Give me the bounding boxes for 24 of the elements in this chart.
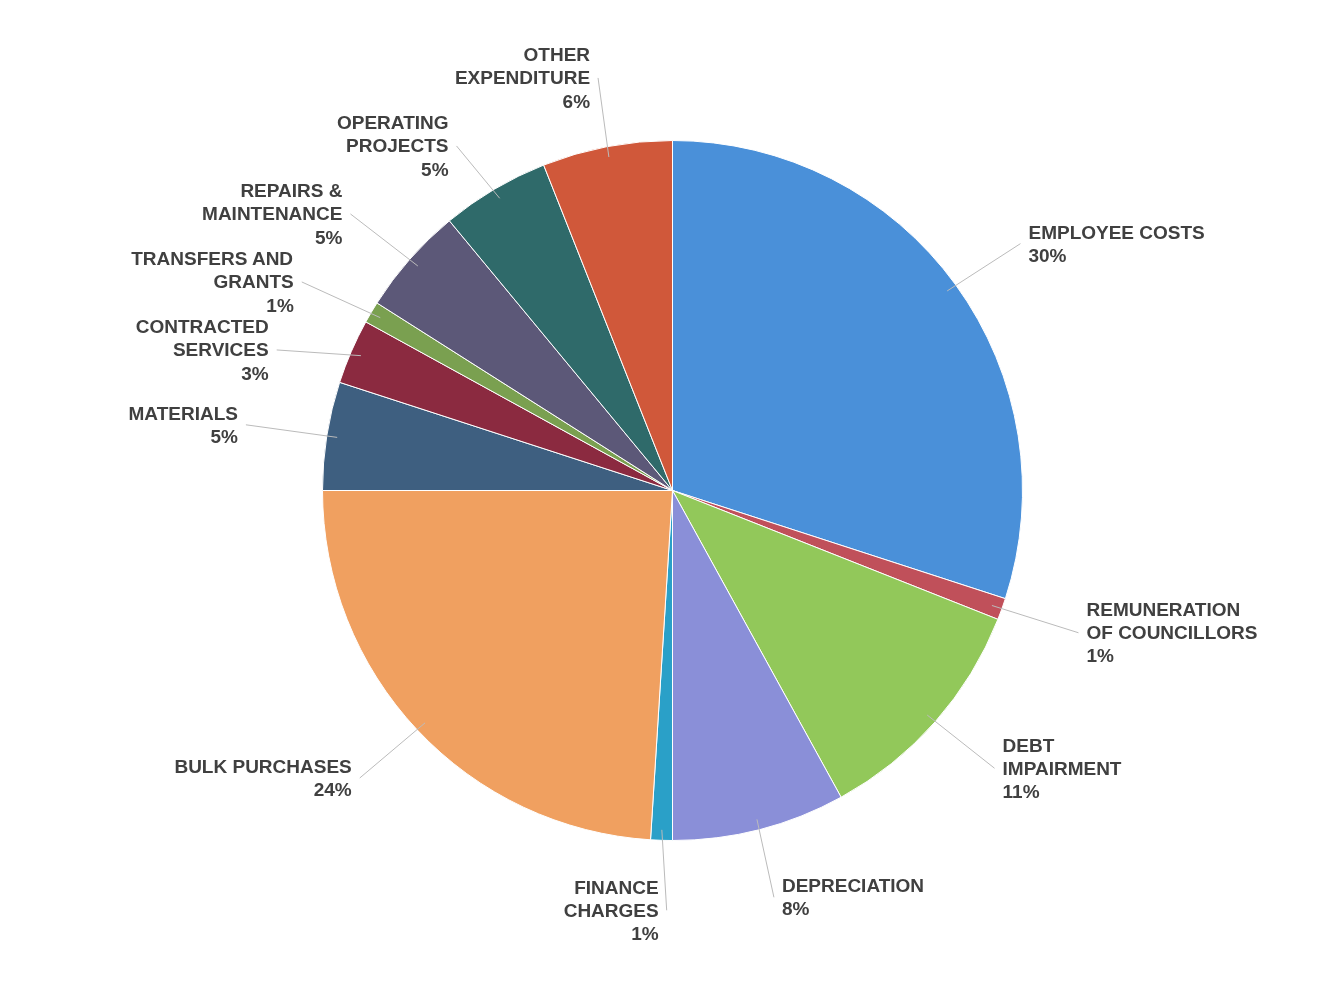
data-label: 5% xyxy=(421,158,449,180)
slice-label: OTHER EXPENDITURE xyxy=(454,44,591,89)
data-label: 6% xyxy=(562,90,591,112)
slice-label: DEPRECIATION xyxy=(781,875,925,897)
slice-label: FINANCE CHARGES xyxy=(563,876,659,921)
data-label: 3% xyxy=(241,362,269,384)
slice-label: OPERATING PROJECTS xyxy=(336,112,449,157)
data-label: 11% xyxy=(1002,780,1040,802)
slice-label: EMPLOYEE COSTS xyxy=(1028,221,1205,243)
data-label: 1% xyxy=(266,294,294,316)
slice-label: TRANSFERS AND GRANTS xyxy=(131,248,294,293)
data-label: 1% xyxy=(1086,645,1115,667)
data-label: 30% xyxy=(1028,244,1067,266)
data-label: 5% xyxy=(314,226,343,248)
slice-label: DEBT IMPAIRMENT xyxy=(1002,734,1122,779)
data-label: 1% xyxy=(631,922,659,944)
data-label: 8% xyxy=(781,898,810,920)
data-label: 5% xyxy=(210,425,239,447)
slice-label: BULK PURCHASES xyxy=(174,755,352,777)
slice-label: MATERIALS xyxy=(128,402,238,424)
data-label: 24% xyxy=(313,779,352,801)
slice-label: REPAIRS & MAINTENANCE xyxy=(202,180,343,225)
slice-label: REMUNERATION OF COUNCILLORS xyxy=(1086,599,1258,644)
slice-label: CONTRACTED SERVICES xyxy=(135,316,269,361)
